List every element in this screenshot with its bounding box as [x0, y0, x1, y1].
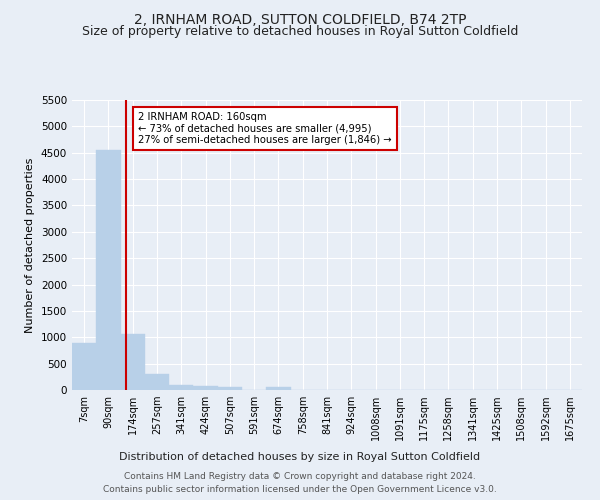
Bar [266, 386, 290, 390]
Y-axis label: Number of detached properties: Number of detached properties [25, 158, 35, 332]
Bar [121, 334, 145, 390]
Text: 2, IRNHAM ROAD, SUTTON COLDFIELD, B74 2TP: 2, IRNHAM ROAD, SUTTON COLDFIELD, B74 2T… [134, 12, 466, 26]
Bar [193, 386, 218, 390]
Text: Contains public sector information licensed under the Open Government Licence v3: Contains public sector information licen… [103, 485, 497, 494]
Bar [96, 150, 121, 390]
Bar [218, 387, 242, 390]
Bar [72, 342, 96, 390]
Text: Contains HM Land Registry data © Crown copyright and database right 2024.: Contains HM Land Registry data © Crown c… [124, 472, 476, 481]
Text: Size of property relative to detached houses in Royal Sutton Coldfield: Size of property relative to detached ho… [82, 25, 518, 38]
Bar [169, 386, 193, 390]
Text: Distribution of detached houses by size in Royal Sutton Coldfield: Distribution of detached houses by size … [119, 452, 481, 462]
Bar [145, 374, 169, 390]
Text: 2 IRNHAM ROAD: 160sqm
← 73% of detached houses are smaller (4,995)
27% of semi-d: 2 IRNHAM ROAD: 160sqm ← 73% of detached … [139, 112, 392, 145]
